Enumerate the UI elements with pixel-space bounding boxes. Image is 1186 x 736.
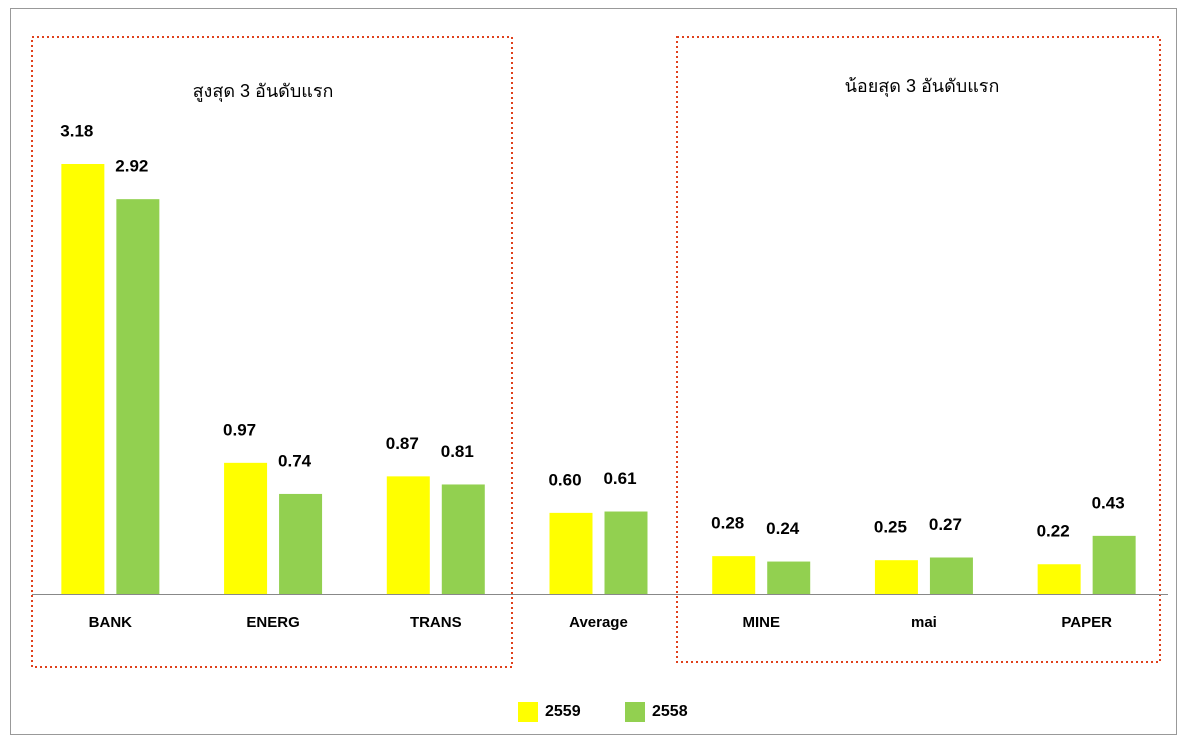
chart-border — [10, 8, 1177, 735]
x-tick-label: ENERG — [246, 614, 299, 631]
legend-swatch — [625, 702, 645, 722]
bar — [767, 561, 811, 594]
data-label: 0.27 — [929, 515, 962, 534]
bar — [279, 493, 323, 594]
bar — [224, 462, 268, 594]
data-label: 0.61 — [603, 469, 636, 488]
bar — [712, 556, 756, 594]
highlight-box — [31, 36, 513, 668]
annotation: สูงสุด 3 อันดับแรก — [193, 81, 334, 102]
x-tick-label: mai — [911, 614, 937, 631]
bar — [386, 476, 430, 594]
data-label: 3.18 — [60, 121, 93, 140]
data-label: 0.60 — [548, 470, 581, 489]
data-label: 0.24 — [766, 519, 800, 538]
data-label: 2.92 — [115, 157, 148, 176]
bar — [1092, 535, 1136, 594]
bar — [1037, 564, 1081, 594]
legend-label: 2559 — [545, 703, 581, 720]
data-label: 0.81 — [441, 442, 474, 461]
data-label: 0.74 — [278, 451, 312, 470]
legend-swatch — [518, 702, 538, 722]
bar — [874, 560, 918, 594]
bar — [116, 199, 160, 594]
legend-label: 2558 — [652, 703, 688, 720]
data-label: 0.87 — [386, 434, 419, 453]
x-tick-label: BANK — [89, 614, 132, 631]
bar — [549, 512, 593, 594]
bar — [929, 557, 973, 594]
highlight-box — [676, 36, 1161, 663]
data-label: 0.25 — [874, 518, 907, 537]
data-label: 0.28 — [711, 514, 744, 533]
bar — [604, 511, 648, 594]
data-label: 0.97 — [223, 420, 256, 439]
x-tick-label: TRANS — [410, 614, 462, 631]
x-tick-label: Average — [569, 614, 628, 631]
annotation: น้อยสุด 3 อันดับแรก — [845, 76, 1000, 97]
bar — [441, 484, 485, 594]
x-tick-label: MINE — [742, 614, 780, 631]
data-label: 0.43 — [1092, 493, 1125, 512]
data-label: 0.22 — [1037, 522, 1070, 541]
bar — [61, 164, 105, 594]
x-tick-label: PAPER — [1061, 614, 1112, 631]
